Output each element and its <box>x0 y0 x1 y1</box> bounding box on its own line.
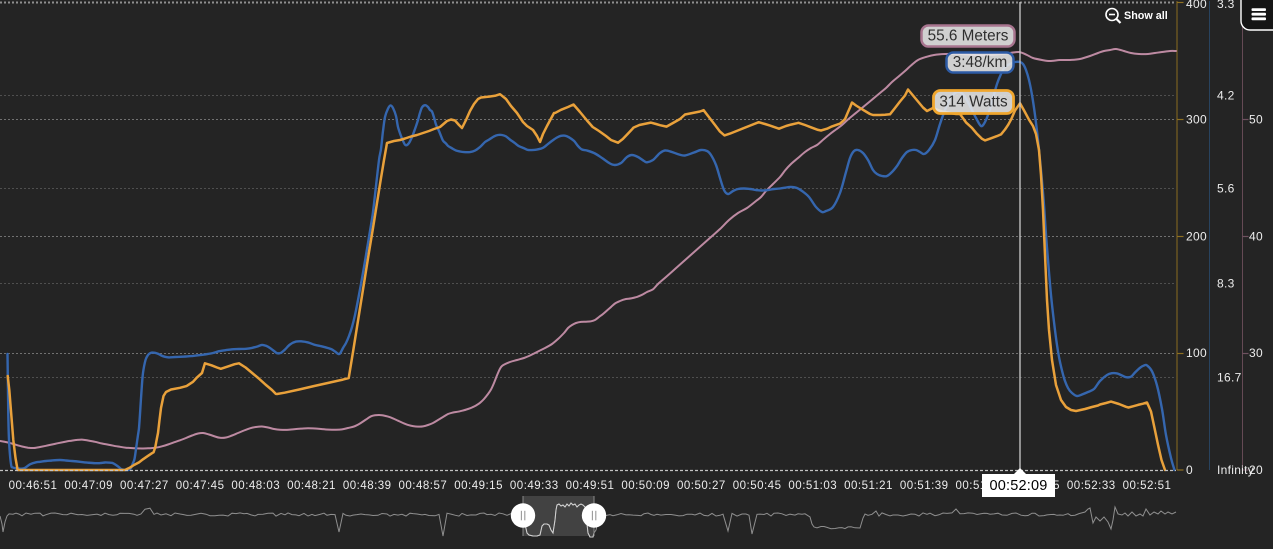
svg-text:00:49:33: 00:49:33 <box>510 480 559 492</box>
svg-text:00:51:21: 00:51:21 <box>844 480 893 492</box>
svg-text:00:48:21: 00:48:21 <box>287 480 336 492</box>
svg-text:5.6: 5.6 <box>1217 182 1235 196</box>
svg-text:00:49:51: 00:49:51 <box>566 480 615 492</box>
svg-text:00:52:51: 00:52:51 <box>1123 480 1172 492</box>
svg-text:00:50:45: 00:50:45 <box>733 480 782 492</box>
svg-text:00:52:09: 00:52:09 <box>989 478 1047 494</box>
svg-text:00:48:39: 00:48:39 <box>343 480 392 492</box>
svg-text:3:48/km: 3:48/km <box>953 54 1007 71</box>
svg-text:00:48:57: 00:48:57 <box>399 480 448 492</box>
svg-text:00:47:45: 00:47:45 <box>176 480 225 492</box>
svg-text:200: 200 <box>1186 230 1207 244</box>
svg-text:00:50:27: 00:50:27 <box>677 480 726 492</box>
svg-text:8.3: 8.3 <box>1217 277 1235 291</box>
svg-text:00:48:03: 00:48:03 <box>231 480 280 492</box>
svg-text:100: 100 <box>1186 346 1207 360</box>
svg-text:300: 300 <box>1186 113 1207 127</box>
svg-text:00:50:09: 00:50:09 <box>621 480 670 492</box>
svg-text:400: 400 <box>1186 0 1207 11</box>
svg-text:Show all: Show all <box>1124 10 1168 22</box>
svg-text:50: 50 <box>1249 113 1263 127</box>
svg-text:16.7: 16.7 <box>1217 371 1242 385</box>
svg-text:00:47:09: 00:47:09 <box>64 480 113 492</box>
svg-text:00:51:39: 00:51:39 <box>900 480 949 492</box>
svg-text:00:46:51: 00:46:51 <box>9 480 58 492</box>
svg-text:314 Watts: 314 Watts <box>939 94 1008 111</box>
svg-text:3.3: 3.3 <box>1217 0 1235 11</box>
svg-text:Infinity: Infinity <box>1217 463 1254 477</box>
svg-text:0: 0 <box>1186 463 1193 477</box>
svg-text:00:49:15: 00:49:15 <box>454 480 503 492</box>
svg-text:00:52:33: 00:52:33 <box>1067 480 1116 492</box>
svg-text:00:51:03: 00:51:03 <box>788 480 837 492</box>
svg-text:4.2: 4.2 <box>1217 89 1235 103</box>
svg-text:00:47:27: 00:47:27 <box>120 480 169 492</box>
svg-text:30: 30 <box>1249 346 1263 360</box>
svg-text:40: 40 <box>1249 230 1263 244</box>
svg-text:20: 20 <box>1249 463 1263 477</box>
svg-text:55.6 Meters: 55.6 Meters <box>928 28 1009 45</box>
